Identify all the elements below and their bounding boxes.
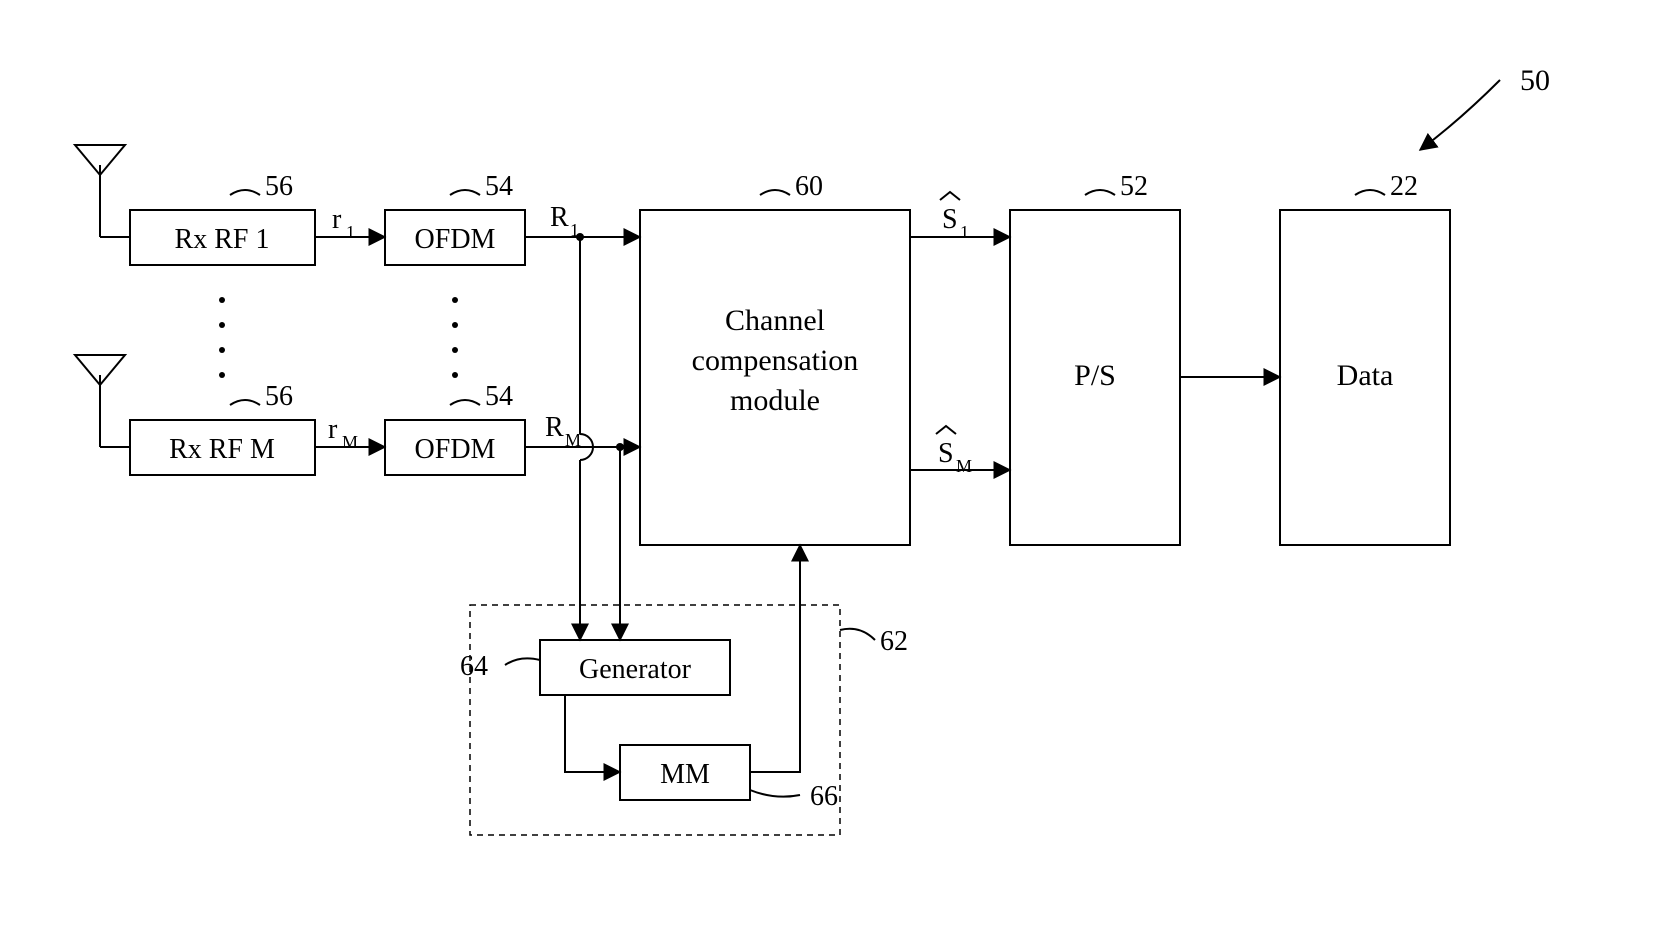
wire-R1: R 1 [525,202,640,640]
ellipsis-ofdm-icon [452,297,458,378]
comp-ref: 60 [795,171,823,202]
comp-label-3: module [730,384,820,417]
label-S1-sub: 1 [960,222,969,242]
ofdmm-label: OFDM [415,434,496,465]
rxrfm-ref: 56 [265,381,293,412]
generator-ref: 64 [460,651,488,682]
label-RM-sub: M [565,430,581,450]
group62-ref: 62 [880,626,908,657]
ofdmm-block: OFDM 54 [385,381,525,475]
label-S1: S [942,204,958,235]
mm-label: MM [660,759,710,790]
label-SM-sub: M [956,456,972,476]
ps-label: P/S [1074,359,1116,392]
comp-label-1: Channel [725,304,825,337]
rxrf1-block: Rx RF 1 56 [130,171,315,265]
label-R1: R [550,202,569,233]
figure-ref-label: 50 [1520,64,1550,97]
figure-ref-arrow: 50 [1420,64,1550,150]
wire-rm: r M [315,414,385,452]
label-SM: S [938,438,954,469]
ps-ref: 52 [1120,171,1148,202]
rxrfm-block: Rx RF M 56 [130,381,315,475]
rxrf1-label: Rx RF 1 [175,224,270,255]
wire-mm-comp [750,545,800,772]
antenna-m-icon [75,355,130,447]
rxrf1-ref: 56 [265,171,293,202]
label-r1: r [332,204,342,235]
antenna-1-icon [75,145,130,237]
comp-label-2: compensation [692,344,859,377]
generator-block: Generator 64 [460,640,730,695]
ofdm1-ref: 54 [485,171,513,202]
data-label: Data [1337,359,1394,392]
wire-SM: S M [910,426,1010,476]
wire-gen-mm [565,695,620,772]
mm-ref: 66 [810,781,838,812]
ofdmm-ref: 54 [485,381,513,412]
label-R1-sub: 1 [570,220,579,240]
rxrfm-label: Rx RF M [169,434,275,465]
data-ref: 22 [1390,171,1418,202]
label-RM: R [545,412,564,443]
ofdm1-label: OFDM [415,224,496,255]
wire-RM: R M [525,412,640,640]
ps-block: P/S 52 [1010,171,1180,545]
label-r1-sub: 1 [346,222,355,242]
wire-r1: r 1 [315,204,385,242]
generator-label: Generator [579,654,692,685]
ofdm1-block: OFDM 54 [385,171,525,265]
ellipsis-rxrf-icon [219,297,225,378]
data-block: Data 22 [1280,171,1450,545]
label-rm: r [328,414,338,445]
mm-block: MM 66 [620,745,838,812]
comp-block: Channel compensation module 60 [640,171,910,545]
label-rm-sub: M [342,432,358,452]
wire-S1: S 1 [910,192,1010,242]
